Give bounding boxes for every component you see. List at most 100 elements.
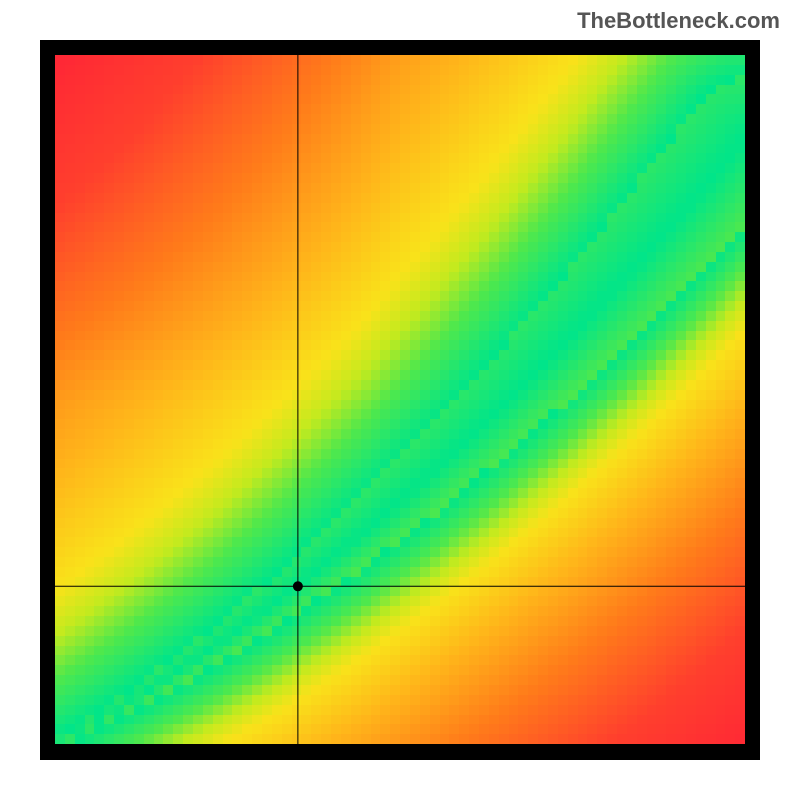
heatmap-cell [637, 222, 647, 232]
heatmap-cell [686, 262, 696, 272]
heatmap-cell [321, 163, 331, 173]
heatmap-cell [331, 163, 341, 173]
heatmap-cell [725, 636, 735, 646]
heatmap-cell [163, 655, 173, 665]
heatmap-cell [252, 419, 262, 429]
heatmap-cell [696, 567, 706, 577]
heatmap-cell [449, 439, 459, 449]
heatmap-cell [301, 547, 311, 557]
heatmap-cell [203, 213, 213, 223]
heatmap-cell [597, 281, 607, 291]
heatmap-cell [124, 439, 134, 449]
heatmap-cell [242, 94, 252, 104]
heatmap-cell [390, 370, 400, 380]
heatmap-cell [538, 321, 548, 331]
heatmap-cell [499, 301, 509, 311]
heatmap-cell [716, 695, 726, 705]
heatmap-cell [65, 134, 75, 144]
heatmap-cell [311, 104, 321, 114]
heatmap-cell [173, 183, 183, 193]
heatmap-cell [282, 321, 292, 331]
heatmap-cell [656, 222, 666, 232]
heatmap-cell [558, 587, 568, 597]
heatmap-cell [578, 695, 588, 705]
heatmap-cell [686, 104, 696, 114]
heatmap-cell [578, 537, 588, 547]
heatmap-cell [282, 153, 292, 163]
heatmap-cell [351, 734, 361, 744]
heatmap-cell [597, 508, 607, 518]
heatmap-cell [173, 114, 183, 124]
heatmap-cell [213, 439, 223, 449]
heatmap-cell [499, 114, 509, 124]
heatmap-cell [518, 163, 528, 173]
heatmap-cell [725, 331, 735, 341]
heatmap-cell [587, 193, 597, 203]
heatmap-cell [75, 685, 85, 695]
heatmap-cell [361, 331, 371, 341]
heatmap-cell [55, 252, 65, 262]
heatmap-cell [65, 281, 75, 291]
heatmap-cell [75, 400, 85, 410]
heatmap-cell [617, 163, 627, 173]
heatmap-cell [311, 478, 321, 488]
heatmap-cell [528, 498, 538, 508]
heatmap-cell [351, 94, 361, 104]
heatmap-cell [696, 153, 706, 163]
heatmap-cell [706, 547, 716, 557]
heatmap-cell [637, 331, 647, 341]
heatmap-cell [262, 685, 272, 695]
heatmap-cell [430, 183, 440, 193]
heatmap-cell [676, 331, 686, 341]
heatmap-cell [390, 114, 400, 124]
heatmap-cell [223, 518, 233, 528]
heatmap-cell [676, 547, 686, 557]
heatmap-cell [528, 183, 538, 193]
heatmap-cell [361, 203, 371, 213]
heatmap-cell [637, 498, 647, 508]
heatmap-cell [301, 439, 311, 449]
heatmap-cell [449, 301, 459, 311]
heatmap-cell [578, 380, 588, 390]
heatmap-cell [617, 419, 627, 429]
heatmap-cell [242, 331, 252, 341]
heatmap-cell [242, 232, 252, 242]
heatmap-cell [252, 429, 262, 439]
heatmap-cell [548, 734, 558, 744]
heatmap-cell [380, 626, 390, 636]
heatmap-cell [292, 498, 302, 508]
heatmap-cell [617, 567, 627, 577]
heatmap-cell [656, 390, 666, 400]
heatmap-cell [607, 340, 617, 350]
heatmap-cell [489, 213, 499, 223]
heatmap-cell [479, 547, 489, 557]
heatmap-cell [666, 222, 676, 232]
heatmap-cell [262, 439, 272, 449]
heatmap-cell [223, 311, 233, 321]
heatmap-cell [449, 528, 459, 538]
heatmap-cell [65, 508, 75, 518]
heatmap-cell [242, 262, 252, 272]
heatmap-cell [351, 340, 361, 350]
heatmap-cell [597, 715, 607, 725]
heatmap-cell [440, 134, 450, 144]
heatmap-cell [489, 232, 499, 242]
heatmap-cell [449, 104, 459, 114]
heatmap-cell [489, 242, 499, 252]
heatmap-cell [558, 724, 568, 734]
heatmap-cell [735, 400, 745, 410]
heatmap-cell [331, 144, 341, 154]
heatmap-cell [597, 596, 607, 606]
heatmap-cell [163, 665, 173, 675]
heatmap-cell [725, 94, 735, 104]
heatmap-cell [499, 272, 509, 282]
heatmap-cell [725, 183, 735, 193]
heatmap-cell [124, 616, 134, 626]
heatmap-cell [341, 350, 351, 360]
heatmap-cell [193, 626, 203, 636]
heatmap-cell [637, 360, 647, 370]
heatmap-cell [311, 350, 321, 360]
heatmap-cell [301, 537, 311, 547]
heatmap-cell [272, 252, 282, 262]
heatmap-cell [144, 163, 154, 173]
